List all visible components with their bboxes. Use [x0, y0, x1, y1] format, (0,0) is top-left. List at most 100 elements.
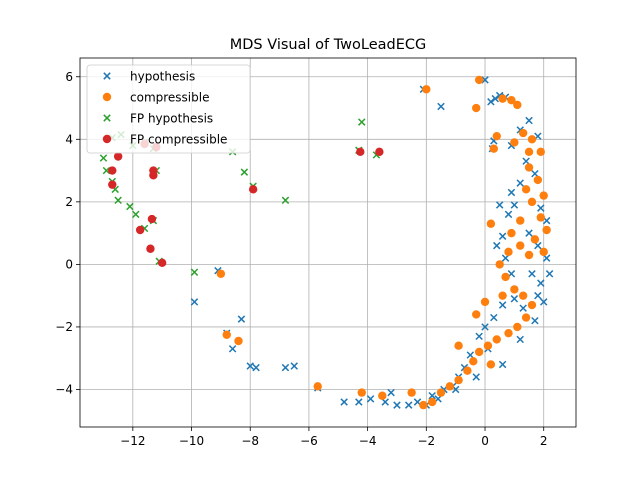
x-tick-label: −8 [241, 434, 259, 448]
series-1 [216, 75, 551, 410]
data-point [536, 213, 545, 222]
data-point [498, 291, 507, 300]
axes: −12 −10 −8 −6 −4 −2 0 2 −4 −2 0 2 4 6 [55, 57, 577, 448]
x-tick-label: −2 [417, 434, 435, 448]
y-tick-label: 4 [65, 132, 73, 146]
data-point [108, 180, 117, 189]
data-point [102, 166, 111, 175]
data-point [147, 214, 157, 224]
data-point [491, 94, 500, 103]
data-point [539, 191, 548, 200]
data-point [252, 363, 260, 372]
plot-frame [79, 57, 577, 428]
data-point [504, 247, 513, 257]
data-points [99, 75, 554, 410]
legend-label: hypothesis [130, 70, 195, 84]
data-point [521, 185, 531, 194]
data-point [157, 258, 167, 268]
legend-marker [103, 72, 111, 80]
legend: hypothesis compressible FP hypothesis FP co… [86, 64, 251, 154]
data-point [507, 96, 516, 105]
data-point [507, 228, 516, 238]
data-point [407, 388, 416, 397]
chart-title: MDS Visual of TwoLeadECG [230, 37, 427, 53]
x-tick-label: −10 [179, 434, 204, 448]
legend-box [86, 64, 251, 154]
data-point [516, 216, 525, 225]
data-point [501, 272, 510, 282]
data-point [427, 397, 437, 407]
data-point [510, 295, 519, 303]
data-point [358, 118, 366, 126]
data-point [228, 345, 237, 353]
data-point [516, 241, 525, 250]
data-point [366, 395, 375, 403]
data-point [472, 103, 481, 113]
y-tick-label: 2 [65, 195, 73, 209]
data-point [190, 268, 199, 276]
data-point [542, 225, 551, 235]
data-point [516, 335, 524, 344]
x-tick-label: 0 [481, 434, 489, 448]
data-point [504, 210, 513, 219]
data-point [534, 291, 542, 300]
data-point [428, 391, 436, 400]
data-point [498, 360, 507, 369]
data-point [445, 382, 454, 391]
data-point [404, 401, 413, 409]
data-point [313, 382, 322, 391]
data-point [492, 131, 501, 141]
data-point [480, 297, 490, 307]
data-point [495, 201, 504, 209]
data-point [281, 363, 290, 372]
data-point [525, 116, 533, 125]
data-point [481, 76, 489, 84]
data-point [419, 400, 428, 410]
data-point [486, 360, 496, 369]
data-point [454, 375, 463, 385]
data-point [487, 98, 495, 106]
data-point [510, 201, 519, 209]
data-point [521, 313, 531, 322]
data-point [489, 144, 499, 153]
data-point [222, 330, 231, 339]
data-point [524, 163, 534, 172]
data-point [469, 357, 478, 366]
data-point [495, 260, 504, 269]
data-point [492, 335, 501, 344]
y-tick-label: 6 [65, 70, 73, 84]
data-point [149, 171, 158, 180]
data-point [393, 401, 401, 409]
data-point [518, 128, 528, 138]
data-point [113, 152, 123, 161]
data-point [375, 147, 384, 157]
data-point [114, 196, 122, 205]
data-point [490, 313, 498, 322]
data-point [519, 304, 527, 312]
data-point [387, 388, 395, 397]
data-point [246, 362, 254, 370]
legend-label: FP hypothesis [130, 112, 213, 126]
legend-marker [103, 114, 111, 122]
data-point [525, 229, 533, 237]
data-point [290, 362, 298, 370]
data-point [99, 154, 108, 162]
data-point [340, 398, 348, 406]
data-point [248, 185, 258, 194]
data-point [498, 94, 507, 103]
series-3 [108, 139, 384, 268]
data-point [524, 250, 534, 260]
data-point [483, 341, 493, 350]
data-point [472, 373, 480, 381]
data-point [518, 291, 528, 300]
data-point [234, 336, 243, 346]
data-point [536, 147, 545, 157]
data-point [474, 347, 484, 357]
data-point [126, 202, 134, 211]
data-point [472, 310, 481, 319]
data-point [135, 225, 145, 235]
legend-marker [102, 134, 112, 144]
data-point [474, 75, 484, 85]
data-point [132, 210, 140, 219]
